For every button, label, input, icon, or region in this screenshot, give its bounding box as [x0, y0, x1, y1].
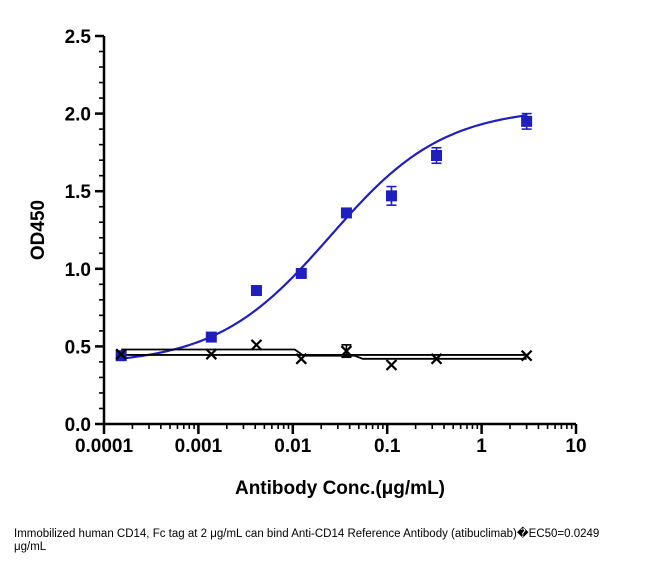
x-axis-title: Antibody Conc.(μg/mL) — [235, 478, 445, 499]
y-tick-label: 1.5 — [65, 182, 92, 203]
data-point-x — [385, 359, 398, 371]
x-tick-label: 0.1 — [374, 436, 401, 457]
y-tick-label: 1.0 — [65, 260, 91, 281]
data-point-x-stroke — [385, 359, 398, 371]
fit-curve — [121, 114, 527, 360]
y-axis-title: OD450 — [28, 200, 49, 260]
y-ticks: 0.0 0.5 1.0 1.5 2.0 2.5 — [65, 27, 104, 436]
x-tick-label: 10 — [565, 436, 586, 457]
data-point-square — [385, 190, 397, 202]
y-tick-label: 2.0 — [65, 105, 91, 126]
data-point-x-stroke — [250, 339, 263, 351]
x-ticks: 0.0001 0.001 0.01 0.1 1 10 — [75, 424, 587, 457]
y-tick-label: 2.5 — [65, 27, 92, 48]
x-tick-label: 0.01 — [274, 436, 311, 457]
data-point-x-stroke — [115, 348, 127, 360]
data-point-x — [115, 348, 127, 360]
axes — [102, 36, 576, 426]
data-point-square — [205, 331, 217, 343]
data-point-x-stroke — [295, 353, 308, 365]
data-point-x — [250, 339, 263, 351]
y-tick-label: 0.0 — [65, 415, 91, 436]
data-point-x-stroke — [205, 348, 218, 360]
data-points — [115, 112, 533, 371]
x-tick-label: 0.0001 — [75, 436, 134, 457]
data-point-x-stroke — [520, 349, 533, 362]
data-point-x — [520, 349, 533, 362]
data-point-x — [430, 353, 443, 365]
data-point-square — [431, 150, 443, 162]
data-point-x — [295, 353, 308, 365]
data-point-square — [250, 285, 262, 297]
y-tick-label: 0.5 — [65, 337, 92, 358]
x-tick-label: 0.001 — [175, 436, 223, 457]
data-point-square — [295, 267, 307, 279]
data-point-x — [340, 345, 353, 357]
figure-caption: Immobilized human CD14, Fc tag at 2 μg/m… — [14, 528, 600, 553]
data-point-x — [205, 348, 218, 360]
x-tick-label: 1 — [476, 436, 487, 457]
fit-curves — [121, 114, 527, 360]
data-point-square — [521, 115, 533, 127]
data-point-square — [340, 207, 352, 219]
data-point-x-stroke — [340, 345, 353, 357]
data-point-x-stroke — [430, 353, 443, 365]
